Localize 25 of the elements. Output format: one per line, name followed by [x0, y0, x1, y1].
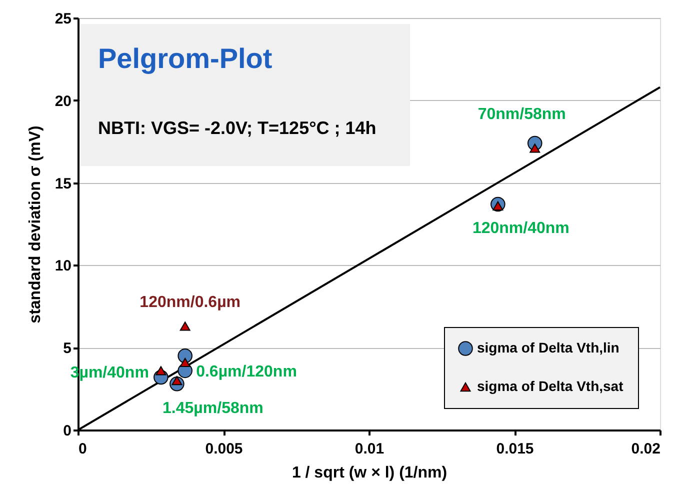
- point: [180, 358, 190, 368]
- x-tick-label: 0.01: [354, 440, 384, 458]
- legend-label: sigma of Delta Vth,sat: [477, 378, 624, 394]
- text: Pelgrom-Plot: [98, 43, 272, 74]
- x-axis-title: 1 / sqrt (w × l) (1/nm): [292, 464, 448, 482]
- x-tick-label: 0.02: [631, 440, 660, 458]
- x-tick-label: 0.005: [205, 440, 243, 458]
- point: [156, 366, 166, 376]
- annotation: 120nm/40nm: [472, 220, 570, 238]
- annotation: 120nm/0.6µm: [140, 294, 240, 312]
- y-tick-label: 0: [63, 422, 72, 440]
- x-tick-label: 0.015: [496, 440, 534, 458]
- y-tick-label: 20: [54, 92, 72, 110]
- x-tick-label: 0: [78, 440, 87, 458]
- annotation: 1.45µm/58nm: [162, 400, 264, 417]
- annotation: 0.6µm/120nm: [196, 364, 297, 381]
- point: [180, 322, 190, 331]
- y-tick-label: 15: [54, 175, 72, 192]
- legend-label: sigma of Delta Vth,lin: [477, 340, 620, 356]
- y-tick-label: 10: [54, 258, 72, 275]
- text: NBTI: VGS= -2.0V; T=125°C ; 14h: [98, 118, 376, 138]
- annotation: 70nm/58nm: [478, 106, 566, 124]
- y-axis-title: standard deviation σ (mV): [26, 126, 44, 324]
- y-tick-label: 25: [54, 10, 72, 28]
- y-tick-label: 5: [63, 340, 72, 358]
